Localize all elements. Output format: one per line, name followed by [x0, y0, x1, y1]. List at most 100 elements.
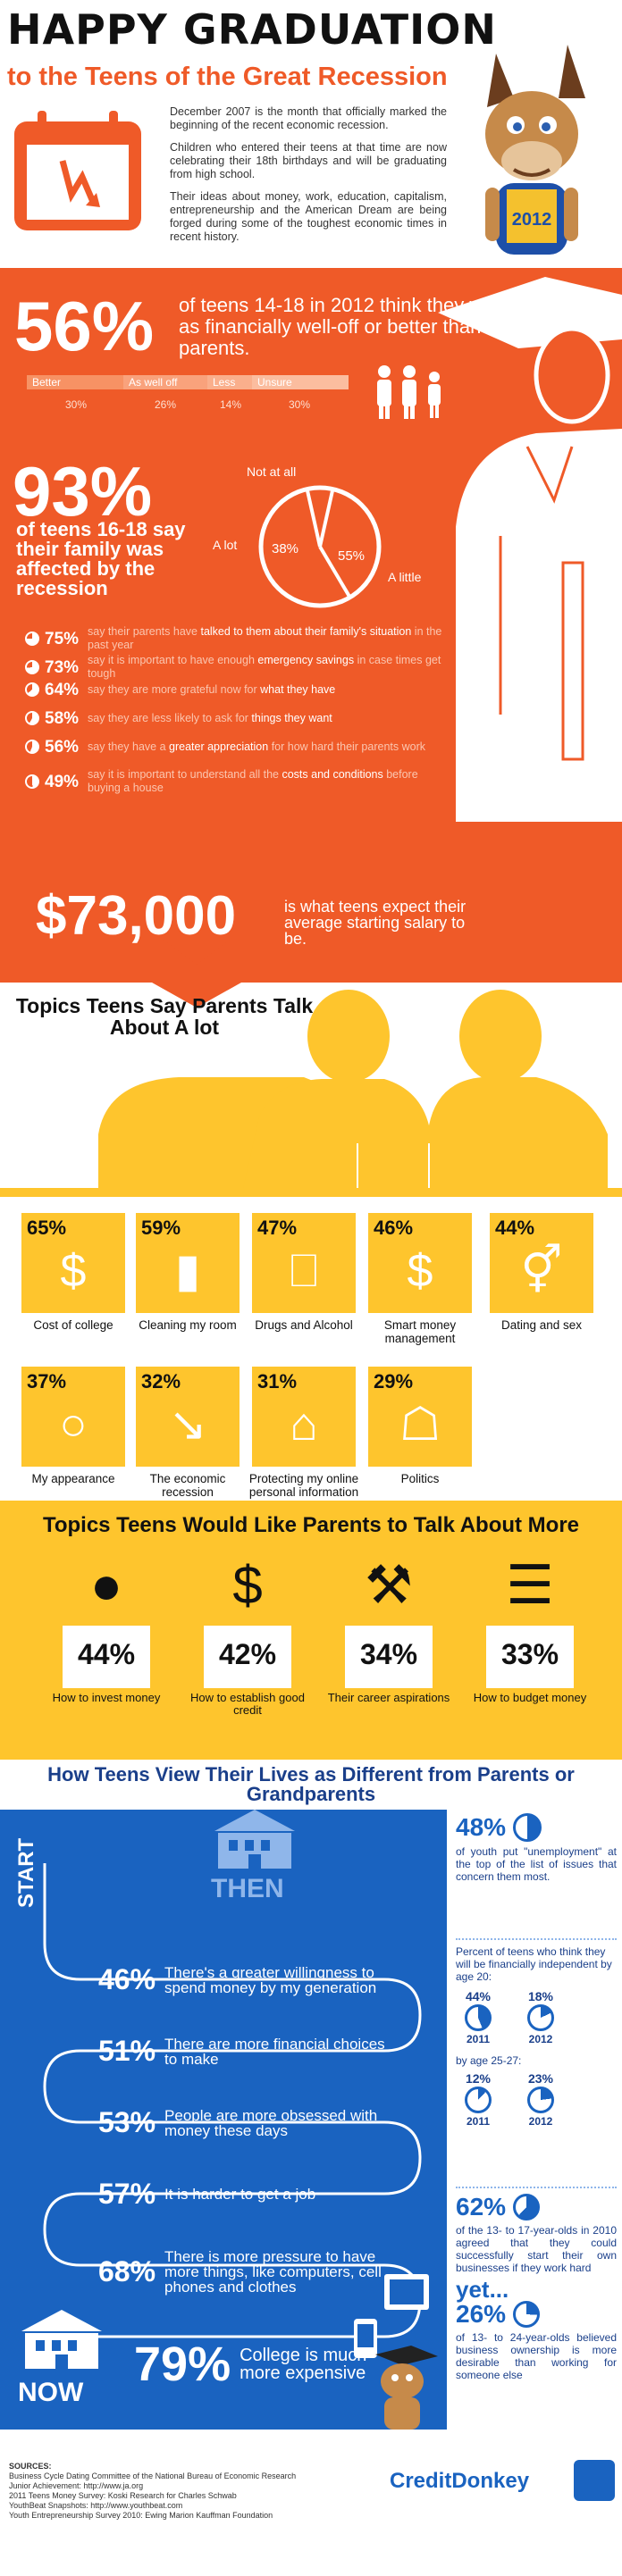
wish-label: How to budget money — [473, 1691, 587, 1704]
family-icon — [374, 364, 445, 420]
clothes-icon: ▮ — [174, 1245, 201, 1297]
footer-section: SOURCES: Business Cycle Dating Committee… — [0, 2456, 622, 2576]
fact-text: say their parents have talked to them ab… — [88, 625, 442, 651]
bar-better: Better — [27, 375, 123, 389]
then-label: THEN — [211, 1874, 284, 1903]
wish-label: Their career aspirations — [327, 1691, 450, 1704]
source-line: Junior Achievement: http://www.ja.org — [9, 2481, 144, 2490]
fact-row: 75% say their parents have talked to them… — [25, 625, 445, 652]
side-divider — [456, 2187, 617, 2188]
pie-small-icon — [465, 2087, 492, 2113]
bar-label: Unsure — [257, 376, 292, 389]
age25-2011-year: 2011 — [466, 2115, 491, 2128]
topic-label: Politics — [400, 1472, 440, 1485]
side-percent: 26% — [456, 2300, 507, 2328]
timeline-stat: 68% There is more pressure to have more t… — [98, 2249, 397, 2295]
timeline-panel: START THEN 46% There's a greater willingn… — [0, 1810, 447, 2430]
brand-logo[interactable]: CreditDonkey — [390, 2469, 530, 2493]
stat-percent: 53% — [98, 2106, 156, 2138]
stat-text: There is more pressure to have more thin… — [164, 2248, 382, 2296]
stat-text: People are more obsessed with money thes… — [164, 2106, 378, 2139]
side-divider — [456, 1938, 617, 1940]
side-percent: 48% — [456, 1813, 507, 1841]
pie-value-a-lot: 38% — [272, 541, 299, 556]
intro-paragraph: Children who entered their teens at that… — [170, 141, 447, 180]
school-building-now-icon — [13, 2310, 111, 2372]
topic-label: My appearance — [31, 1472, 115, 1485]
source-line: 2011 Teens Money Survey: Koski Research … — [9, 2491, 237, 2500]
topic-percent: 31% — [257, 1370, 298, 1393]
stat-percent: 68% — [98, 2255, 156, 2287]
stat-percent: 57% — [98, 2178, 156, 2210]
topic-label: Cost of college — [33, 1318, 113, 1332]
donkey-logo-icon — [574, 2460, 615, 2501]
budget-list-icon: ☰ — [506, 1555, 554, 1615]
fact-percent: 49% — [45, 772, 80, 791]
bar-label: Less — [213, 376, 236, 389]
topic-tile: 37% ○ — [21, 1367, 125, 1467]
topic-tile: 29% ☖ — [368, 1367, 472, 1467]
side-unemployment: 48% of youth put "unemployment" at the t… — [456, 1813, 617, 1938]
fact-percent: 75% — [45, 629, 80, 648]
source-line: Youth Entrepreneurship Survey 2010: Ewin… — [9, 2511, 273, 2520]
piggy-bank-icon: ● — [89, 1555, 123, 1615]
school-building-icon — [206, 1810, 304, 1872]
pie-small-icon — [465, 2004, 492, 2031]
wish-box: 44% — [63, 1626, 150, 1688]
age20-2012-year: 2012 — [528, 2033, 553, 2045]
fact-text: say they are less likely to ask for thin… — [88, 711, 332, 724]
lives-section: How Teens View Their Lives as Different … — [0, 1760, 622, 2456]
pie-small-icon — [513, 1813, 542, 1842]
yet-label: yet... — [456, 2276, 509, 2303]
topic-tile: 47% ⎕ — [252, 1213, 356, 1313]
lives-title: How Teens View Their Lives as Different … — [47, 1763, 575, 1805]
bar-label: As well off — [129, 376, 178, 389]
orange-stats-section: 56% of teens 14-18 in 2012 think they wi… — [0, 268, 622, 983]
parents-silhouette-icon — [0, 983, 622, 1217]
gender-icon: ⚥ — [520, 1245, 563, 1297]
pie-ring — [258, 485, 382, 608]
timeline-stat: 57% It is harder to get a job — [98, 2178, 397, 2211]
bar-value: 30% — [64, 398, 88, 411]
fact-percent: 58% — [45, 708, 80, 728]
pie-small-icon — [513, 2194, 541, 2221]
side-independence: Percent of teens who think they will be … — [456, 1945, 617, 2128]
pie-label-a-lot: A lot — [213, 538, 238, 552]
dollar-bill-icon: $ — [407, 1245, 433, 1297]
bar-value: 30% — [288, 398, 311, 411]
bar-as-well-off: As well off — [123, 375, 207, 389]
topics-more-title: Topics Teens Would Like Parents to Talk … — [42, 1513, 580, 1537]
stat-text: It is harder to get a job — [164, 2186, 316, 2203]
age25-2012-pct: 23% — [527, 2071, 554, 2086]
age20-2011-pct: 44% — [465, 1989, 492, 2003]
topic-label: Dating and sex — [500, 1318, 583, 1332]
topic-percent: 44% — [495, 1217, 535, 1239]
beer-mug-icon: ⎕ — [290, 1245, 318, 1297]
donkey-graduate-icon — [357, 2346, 447, 2430]
topic-label: Protecting my online personal informatio… — [248, 1472, 359, 1499]
pie-slice-a-little — [318, 545, 352, 598]
age25-2011-pct: 12% — [465, 2071, 492, 2086]
salary-amount: $73,000 — [36, 885, 237, 947]
graduation-cap-dollar-icon: $ — [60, 1245, 87, 1297]
wish-box: 34% — [345, 1626, 433, 1688]
salary-banner — [0, 884, 622, 983]
zigzag-road — [43, 1863, 422, 2338]
stat-percent: 46% — [98, 1963, 156, 1995]
source-line: Business Cycle Dating Committee of the N… — [9, 2471, 297, 2480]
pie-slice-a-lot — [318, 489, 335, 548]
topic-tile: 44% ⚥ — [490, 1213, 593, 1313]
topic-tile: 31% ⌂ — [252, 1367, 356, 1467]
pie-value-a-little: 55% — [338, 548, 366, 564]
fact-percent: 73% — [45, 657, 80, 677]
stat-text: College is much more expensive — [240, 2346, 367, 2383]
wish-box: 33% — [486, 1626, 574, 1688]
side-text: of youth put "unemployment" at the top o… — [456, 1845, 617, 1883]
salary-text: is what teens expect their average start… — [284, 898, 466, 948]
topics-parents-title: Topics Teens Say Parents Talk About A lo… — [15, 994, 314, 1039]
fact-row: 56% say they have a greater appreciation … — [25, 739, 445, 756]
topic-percent: 32% — [141, 1370, 181, 1393]
intro-paragraph: December 2007 is the month that official… — [170, 105, 447, 131]
fact-row: 58% say they are less likely to ask for t… — [25, 708, 445, 728]
fact-row: 64% say they are more grateful now for wh… — [25, 682, 445, 698]
